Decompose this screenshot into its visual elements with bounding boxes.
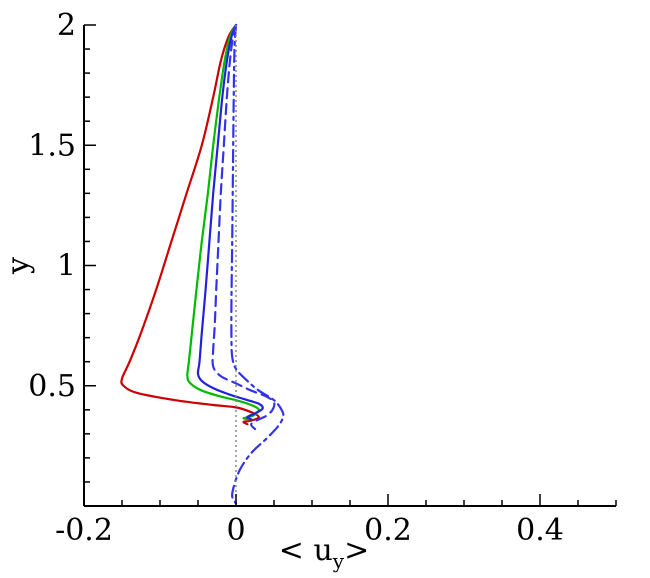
x-axis-label: < uy> [279, 533, 369, 573]
series-line-5 [230, 23, 285, 505]
y-tick-label: 1.5 [28, 128, 76, 163]
x-axis-label-suffix: > [344, 533, 369, 568]
x-tick-label: -0.2 [55, 513, 113, 548]
y-tick-label: 1 [57, 249, 76, 284]
x-tick-labels: -0.2 0 0.2 0.4 [55, 513, 564, 548]
series-line-1 [120, 23, 260, 426]
y-tick-labels: 0.5 1 1.5 2 [28, 8, 76, 404]
series-line-4 [211, 23, 276, 431]
x-axis-label-main: < u [279, 533, 333, 568]
y-axis-label: y [1, 257, 36, 275]
tick-marks [83, 24, 617, 507]
series-line-3 [196, 23, 264, 421]
series-group [120, 23, 285, 505]
y-tick-label: 2 [57, 8, 76, 43]
y-tick-label: 0.5 [28, 369, 76, 404]
series-line-2 [186, 23, 260, 421]
x-tick-label: 0 [226, 513, 245, 548]
x-tick-label: 0.2 [364, 513, 412, 548]
x-tick-label: 0.4 [516, 513, 564, 548]
x-axis-label-subscript: y [332, 549, 345, 573]
